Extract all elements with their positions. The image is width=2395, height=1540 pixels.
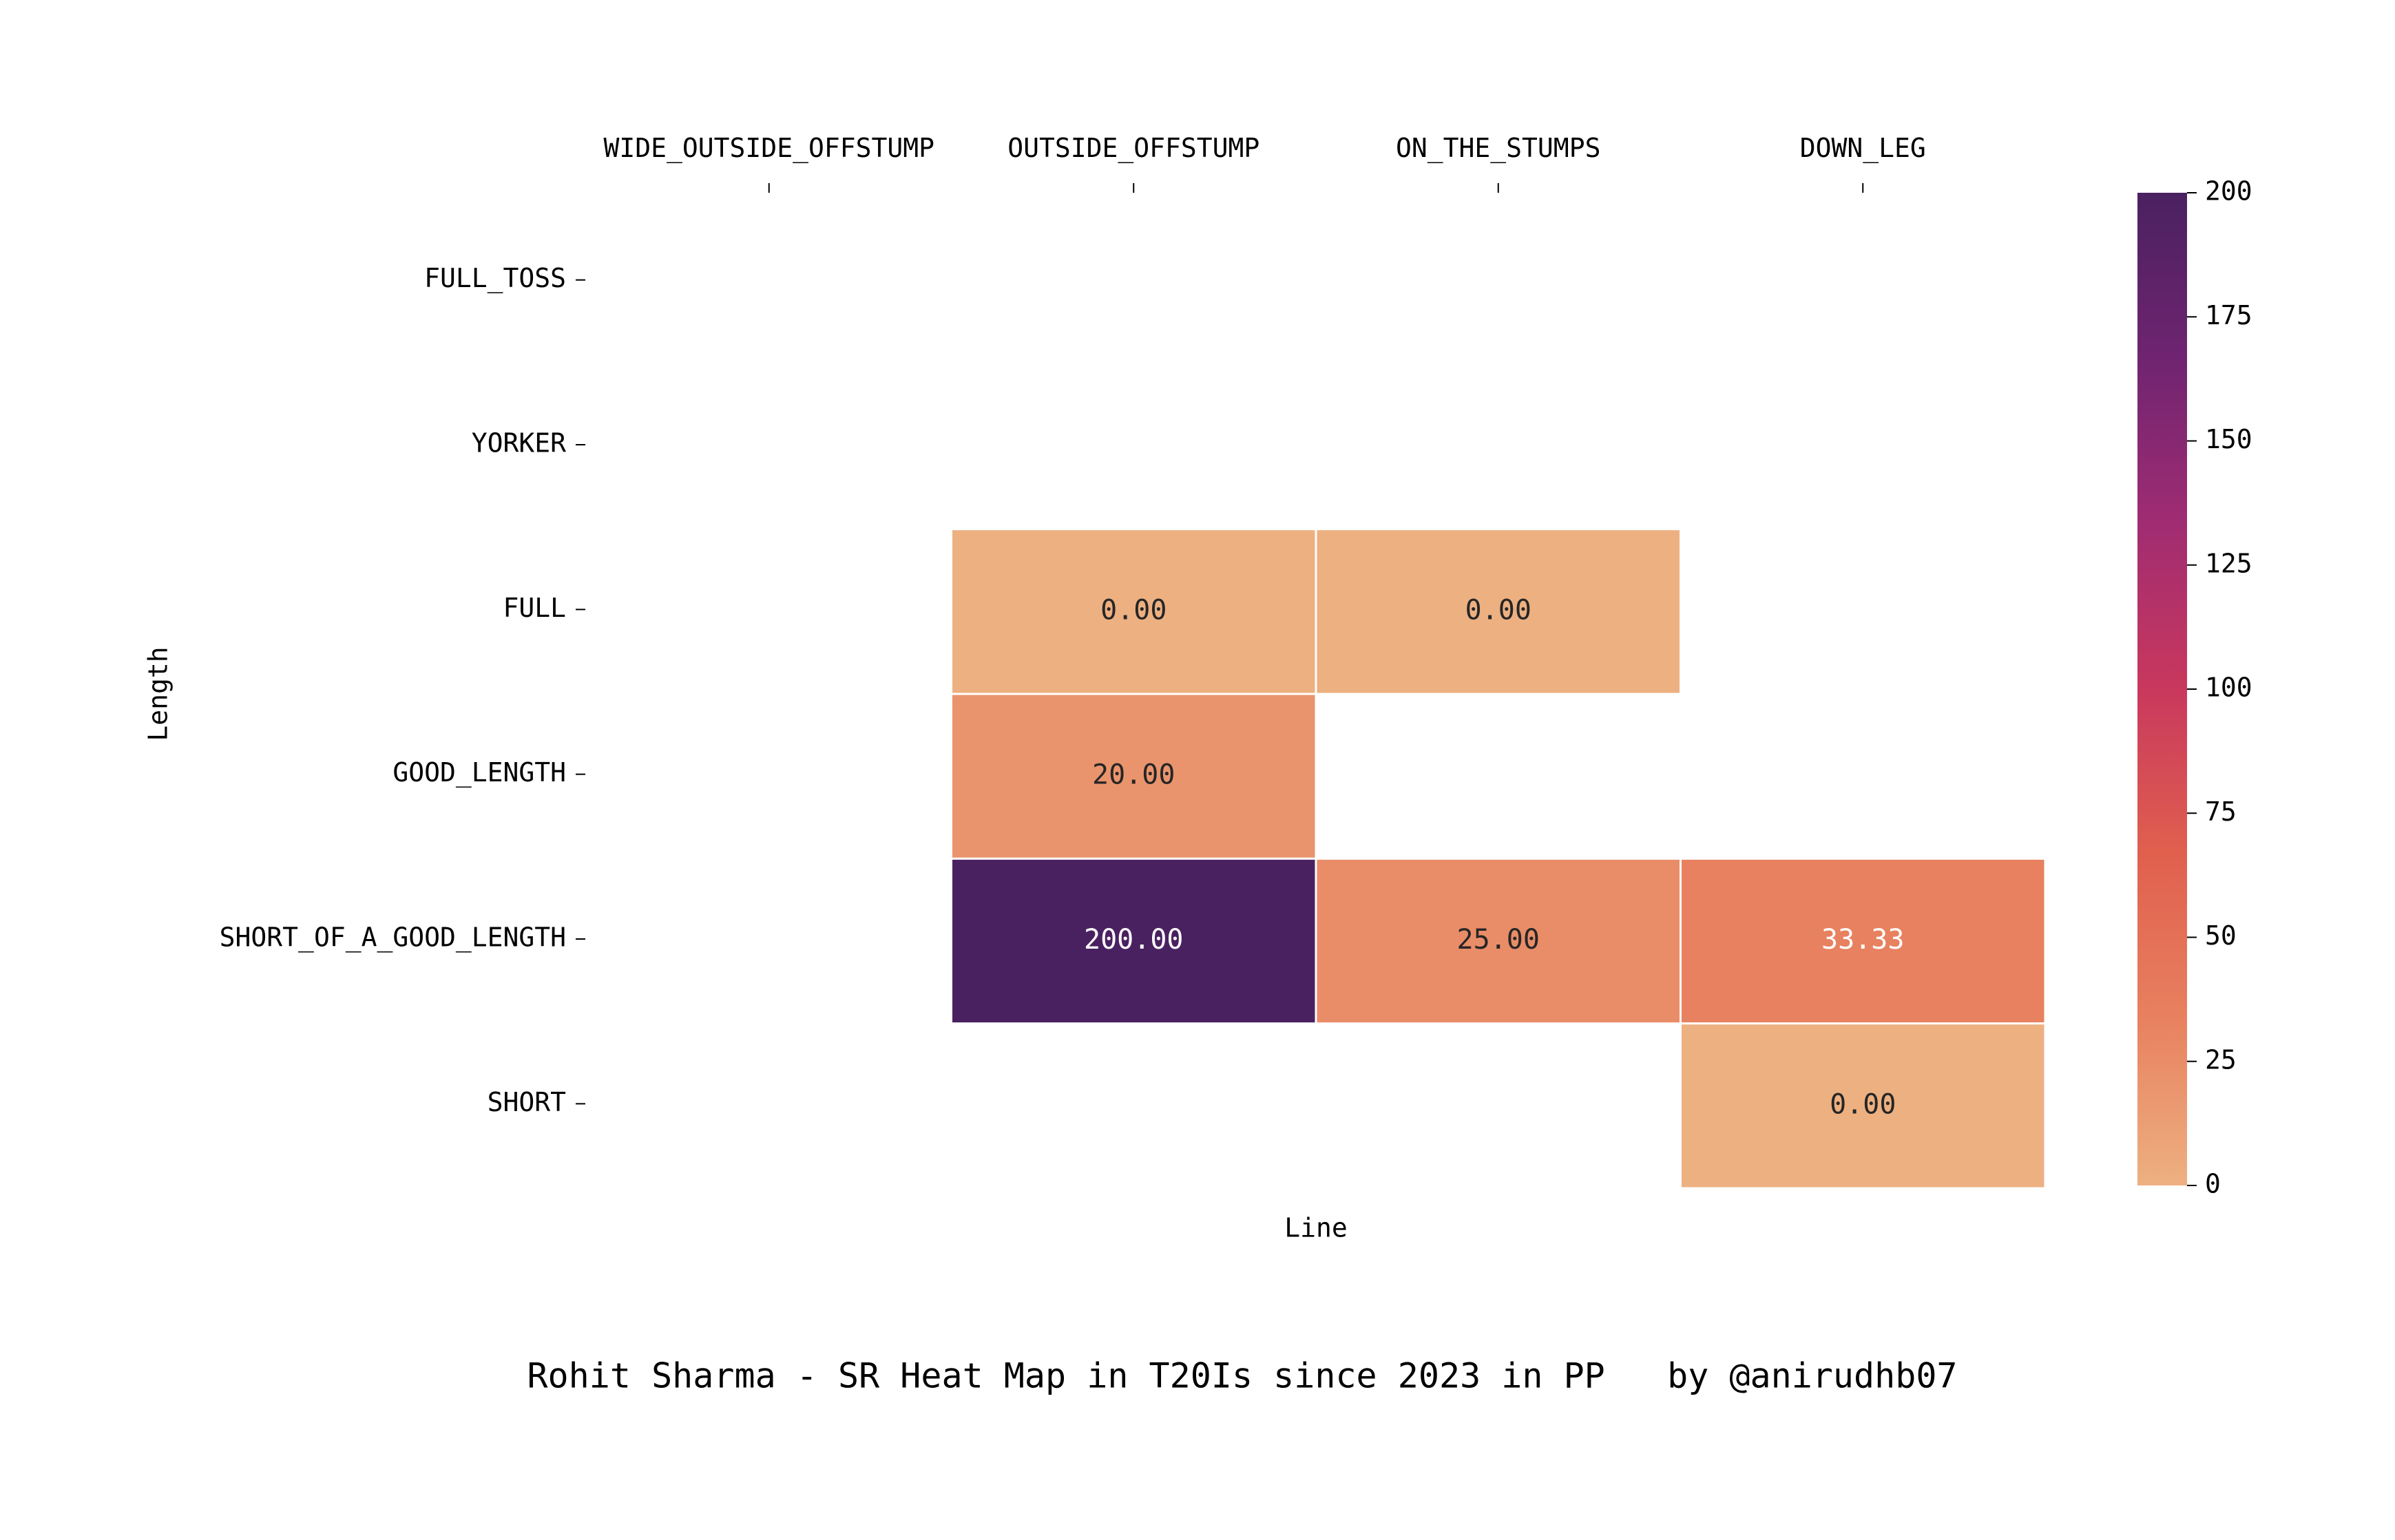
y-tick-label: SHORT — [488, 1087, 566, 1117]
cell-value-label: 0.00 — [1830, 1088, 1896, 1120]
chart-title: Rohit Sharma - SR Heat Map in T20Is sinc… — [527, 1356, 1957, 1396]
cell-value-label: 0.00 — [1100, 594, 1167, 626]
y-axis: FULL_TOSS YORKER FULL GOOD_LENGTH SHORT_OF_A… — [220, 263, 585, 1117]
colorbar-tick-label: 50 — [2205, 920, 2237, 951]
heatmap-cells — [950, 528, 2047, 1190]
cell-value-label: 25.00 — [1457, 924, 1540, 956]
y-tick-label: FULL_TOSS — [424, 263, 566, 294]
heatmap-cell — [950, 528, 1317, 695]
y-tick-label: SHORT_OF_A_GOOD_LENGTH — [220, 922, 566, 953]
y-tick-label: YORKER — [472, 428, 566, 458]
heatmap-cell-labels: 0.00 0.00 20.00 200.00 25.00 33.33 0.00 — [1084, 594, 1904, 1120]
colorbar-tick-label: 175 — [2205, 300, 2252, 330]
x-tick-label: DOWN_LEG — [1800, 133, 1926, 164]
y-tick-label: GOOD_LENGTH — [393, 757, 566, 788]
y-axis-title: Length — [143, 646, 174, 741]
cell-value-label: 33.33 — [1821, 924, 1904, 956]
cell-value-label: 20.00 — [1092, 759, 1175, 791]
colorbar-tick-label: 150 — [2205, 424, 2252, 454]
cell-value-label: 0.00 — [1465, 594, 1531, 626]
colorbar-tick-label: 25 — [2205, 1044, 2237, 1075]
colorbar: 0 25 50 75 100 125 150 175 200 — [2137, 176, 2252, 1199]
heatmap-cell — [1315, 857, 1682, 1025]
colorbar-tick-label: 75 — [2205, 797, 2237, 827]
x-tick-label: ON_THE_STUMPS — [1396, 133, 1600, 164]
heatmap-cell — [1315, 528, 1682, 695]
colorbar-gradient — [2137, 193, 2187, 1185]
x-tick-label: WIDE_OUTSIDE_OFFSTUMP — [604, 133, 934, 164]
colorbar-tick-label: 200 — [2205, 176, 2252, 207]
heatmap-cell — [1680, 1022, 2047, 1190]
heatmap-cell — [950, 693, 1317, 860]
colorbar-tick-label: 125 — [2205, 548, 2252, 578]
heatmap-cell — [1680, 857, 2047, 1025]
colorbar-tick-label: 100 — [2205, 673, 2252, 703]
heatmap-cell — [950, 857, 1317, 1025]
y-tick-label: FULL — [503, 593, 566, 623]
x-axis-title: Line — [1284, 1213, 1348, 1243]
x-tick-label: OUTSIDE_OFFSTUMP — [1007, 133, 1259, 164]
colorbar-tick-label: 0 — [2205, 1169, 2221, 1199]
cell-value-label: 200.00 — [1084, 924, 1184, 956]
x-axis: WIDE_OUTSIDE_OFFSTUMP OUTSIDE_OFFSTUMP ON_… — [604, 133, 1926, 193]
